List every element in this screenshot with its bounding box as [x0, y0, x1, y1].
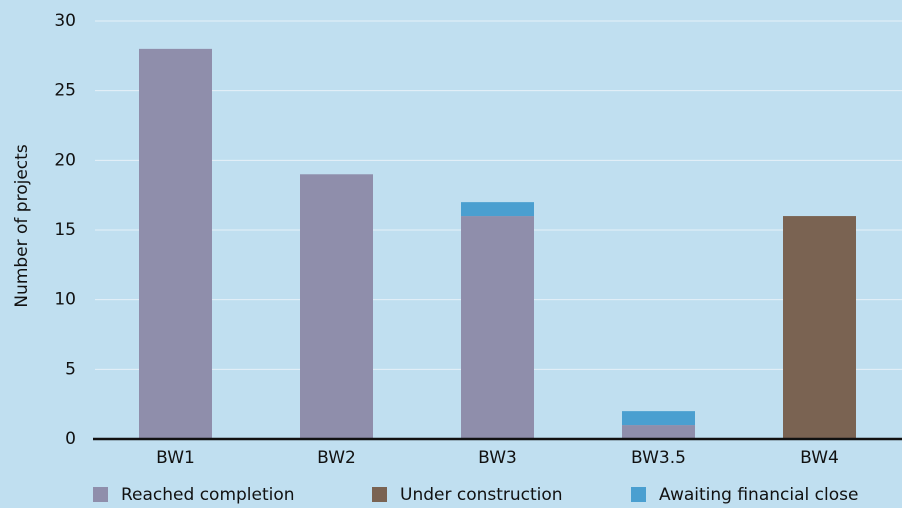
x-tick-label: BW4 — [800, 448, 839, 468]
legend-swatch — [372, 487, 387, 502]
x-tick-label: BW3 — [478, 448, 517, 468]
y-axis-label: Number of projects — [12, 144, 32, 307]
bar-segment — [461, 202, 534, 217]
x-tick-label: BW3.5 — [631, 448, 686, 468]
legend-swatch — [93, 487, 108, 502]
y-tick-label: 15 — [54, 220, 76, 240]
bar-segment — [622, 425, 695, 439]
legend-label: Reached completion — [121, 485, 295, 505]
x-tick-label: BW1 — [156, 448, 195, 468]
legend-label: Awaiting financial close — [659, 485, 858, 505]
bar-segment — [783, 216, 856, 439]
y-tick-label: 25 — [54, 81, 76, 101]
bar-segment — [622, 411, 695, 426]
y-tick-label: 5 — [65, 359, 76, 379]
y-tick-label: 20 — [54, 150, 76, 170]
bar-segment — [461, 216, 534, 439]
bar-segment — [139, 48, 212, 439]
bar-segment — [300, 174, 373, 439]
y-tick-label: 30 — [54, 11, 76, 31]
legend-label: Under construction — [400, 485, 563, 505]
y-tick-label: 0 — [65, 429, 76, 449]
legend-swatch — [631, 487, 646, 502]
y-tick-label: 10 — [54, 290, 76, 310]
x-tick-label: BW2 — [317, 448, 356, 468]
